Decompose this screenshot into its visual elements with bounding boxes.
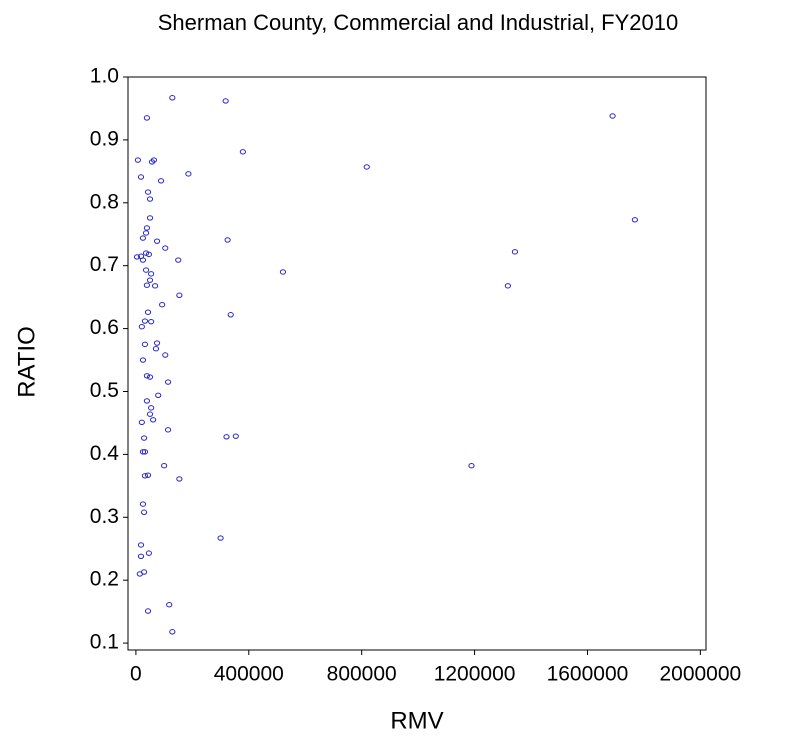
y-tick-label: 0.6 <box>90 316 119 339</box>
point <box>176 292 183 298</box>
point <box>139 357 147 363</box>
point <box>142 230 150 236</box>
point <box>140 435 148 441</box>
point <box>150 417 157 423</box>
point <box>152 346 160 352</box>
point <box>146 215 154 221</box>
point <box>145 251 152 258</box>
point <box>140 509 148 515</box>
y-tick-label: 0.7 <box>90 253 119 276</box>
point <box>145 550 152 556</box>
point <box>137 553 145 559</box>
y-tick-label: 0.8 <box>90 190 119 213</box>
point <box>144 472 152 478</box>
point <box>169 629 176 635</box>
y-axis-label: RATIO <box>13 326 40 398</box>
point <box>151 283 159 289</box>
point <box>166 602 173 608</box>
chart-title: Sherman County, Commercial and Industria… <box>158 10 679 35</box>
point <box>631 217 638 223</box>
point <box>141 449 149 455</box>
point <box>164 427 172 433</box>
x-tick-label: 800000 <box>327 663 397 686</box>
point <box>146 411 154 417</box>
point <box>148 318 155 325</box>
point <box>139 257 147 263</box>
point <box>144 309 152 315</box>
point <box>141 318 149 324</box>
point <box>146 374 154 380</box>
x-tick-label: 1600000 <box>547 663 629 686</box>
y-tick-label: 0.4 <box>90 442 120 465</box>
point <box>504 283 511 289</box>
point <box>134 157 141 163</box>
point <box>143 373 151 379</box>
point <box>141 341 149 348</box>
point <box>136 571 143 577</box>
point <box>176 476 183 482</box>
x-tick-label: 1200000 <box>434 663 516 686</box>
y-tick-label: 0.3 <box>90 505 119 528</box>
point <box>164 379 172 385</box>
point <box>162 245 169 251</box>
point <box>150 157 158 163</box>
point <box>143 398 151 404</box>
point <box>144 608 152 614</box>
point <box>146 277 154 283</box>
point <box>143 115 151 121</box>
point <box>153 340 161 346</box>
point <box>239 149 246 155</box>
y-tick-label: 0.1 <box>90 631 119 654</box>
y-tick-label: 0.9 <box>90 127 119 150</box>
point <box>175 257 182 263</box>
point <box>138 419 145 426</box>
y-tick-label: 1.0 <box>90 65 119 88</box>
point <box>217 535 224 541</box>
y-tick-label: 0.5 <box>90 379 119 402</box>
x-tick-label: 0 <box>130 663 142 686</box>
point <box>224 237 231 243</box>
point <box>511 249 519 255</box>
point <box>144 189 152 195</box>
point <box>363 164 370 170</box>
point <box>137 542 145 548</box>
point <box>232 433 239 439</box>
point <box>153 238 161 244</box>
x-axis-label: RMV <box>390 707 443 734</box>
y-tick-label: 0.2 <box>90 568 119 591</box>
point <box>609 113 616 119</box>
point <box>146 196 154 202</box>
point <box>185 171 192 177</box>
point <box>468 463 475 469</box>
point <box>157 178 165 184</box>
point <box>148 271 155 277</box>
point <box>143 282 151 288</box>
point <box>161 463 168 469</box>
point <box>143 225 151 231</box>
point <box>139 501 147 507</box>
point <box>138 324 145 330</box>
point <box>133 254 141 260</box>
plot-frame <box>127 76 707 651</box>
point <box>141 473 149 479</box>
point <box>137 174 145 180</box>
point <box>222 98 229 104</box>
point <box>227 312 234 318</box>
point <box>162 352 169 358</box>
x-tick-label: 2000000 <box>659 663 741 686</box>
point <box>159 301 166 308</box>
point <box>155 392 162 398</box>
x-tick-label: 400000 <box>214 663 284 686</box>
point <box>223 434 230 440</box>
point <box>148 405 155 411</box>
point <box>142 267 150 273</box>
point <box>169 95 176 101</box>
point <box>139 235 147 241</box>
point <box>279 269 287 275</box>
